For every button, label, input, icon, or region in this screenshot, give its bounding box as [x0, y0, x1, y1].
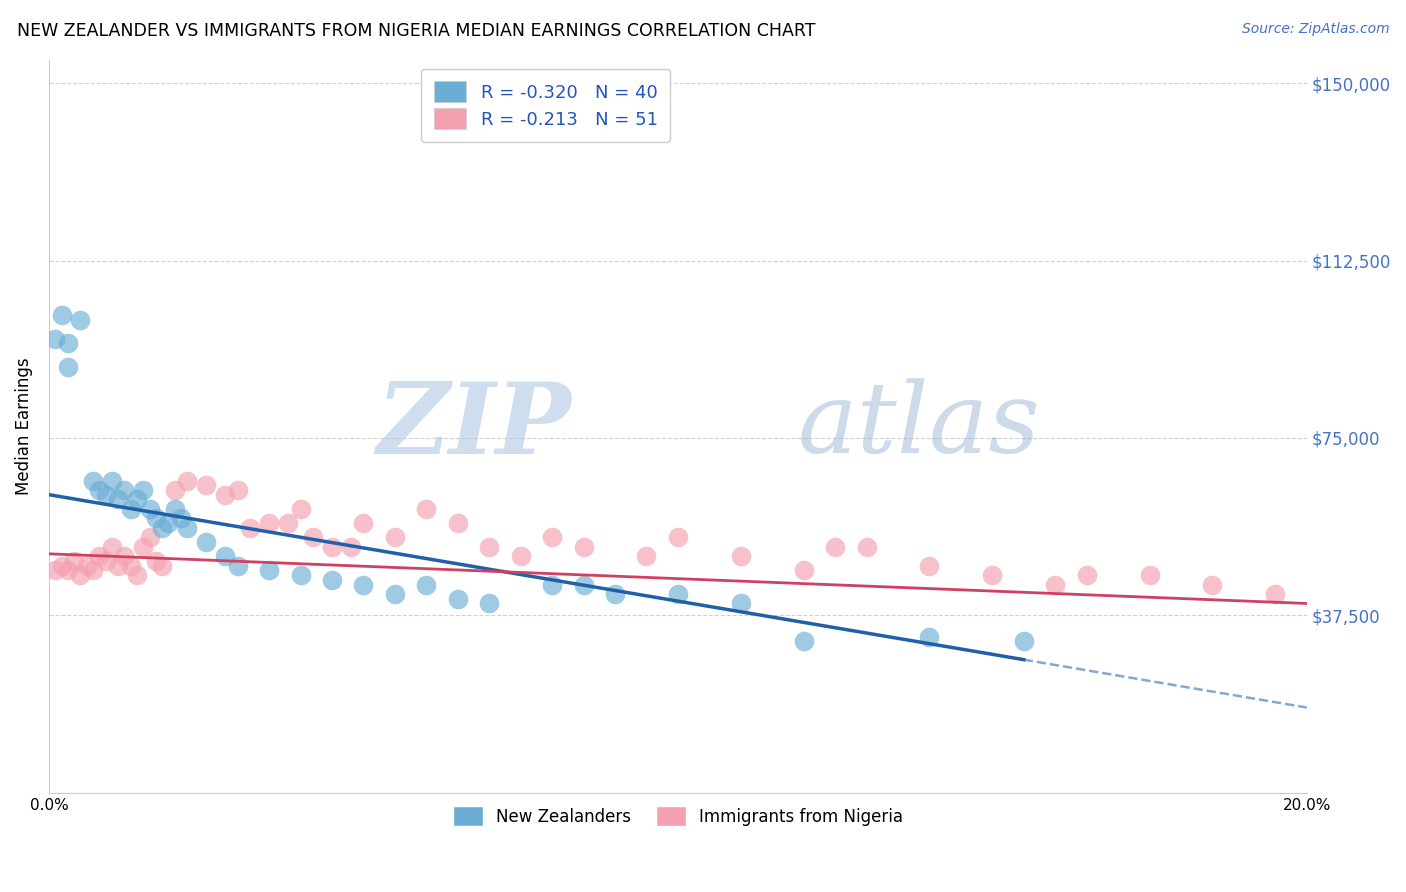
- Point: [51, 558, 73, 573]
- Point: [114, 483, 136, 497]
- Point: [290, 502, 312, 516]
- Point: [82, 563, 104, 577]
- Point: [352, 516, 374, 530]
- Point: [793, 563, 815, 577]
- Point: [855, 540, 877, 554]
- Point: [89, 483, 111, 497]
- Point: [89, 549, 111, 564]
- Point: [257, 516, 280, 530]
- Point: [226, 483, 249, 497]
- Point: [277, 516, 299, 530]
- Point: [541, 530, 564, 544]
- Point: [603, 587, 626, 601]
- Point: [125, 568, 148, 582]
- Point: [94, 488, 117, 502]
- Point: [195, 535, 218, 549]
- Point: [101, 474, 124, 488]
- Point: [76, 558, 98, 573]
- Point: [56, 359, 79, 374]
- Point: [176, 474, 198, 488]
- Point: [120, 558, 142, 573]
- Point: [101, 540, 124, 554]
- Point: [1012, 634, 1035, 648]
- Point: [478, 597, 501, 611]
- Point: [138, 530, 160, 544]
- Text: NEW ZEALANDER VS IMMIGRANTS FROM NIGERIA MEDIAN EARNINGS CORRELATION CHART: NEW ZEALANDER VS IMMIGRANTS FROM NIGERIA…: [17, 22, 815, 40]
- Point: [150, 521, 173, 535]
- Point: [793, 634, 815, 648]
- Point: [918, 558, 941, 573]
- Point: [981, 568, 1004, 582]
- Point: [352, 577, 374, 591]
- Point: [321, 573, 343, 587]
- Point: [157, 516, 180, 530]
- Point: [340, 540, 363, 554]
- Point: [824, 540, 846, 554]
- Point: [214, 488, 236, 502]
- Point: [1201, 577, 1223, 591]
- Y-axis label: Median Earnings: Median Earnings: [15, 358, 32, 495]
- Point: [114, 549, 136, 564]
- Point: [918, 630, 941, 644]
- Point: [290, 568, 312, 582]
- Point: [636, 549, 658, 564]
- Point: [478, 540, 501, 554]
- Point: [572, 577, 595, 591]
- Text: Source: ZipAtlas.com: Source: ZipAtlas.com: [1241, 22, 1389, 37]
- Point: [730, 597, 752, 611]
- Point: [1139, 568, 1161, 582]
- Point: [415, 577, 437, 591]
- Point: [125, 492, 148, 507]
- Point: [51, 308, 73, 322]
- Point: [509, 549, 531, 564]
- Point: [1045, 577, 1067, 591]
- Point: [44, 563, 66, 577]
- Point: [63, 554, 86, 568]
- Point: [132, 483, 155, 497]
- Point: [56, 563, 79, 577]
- Point: [163, 502, 186, 516]
- Point: [257, 563, 280, 577]
- Point: [666, 530, 689, 544]
- Point: [145, 511, 167, 525]
- Point: [447, 516, 470, 530]
- Point: [107, 492, 129, 507]
- Point: [94, 554, 117, 568]
- Point: [107, 558, 129, 573]
- Point: [56, 336, 79, 351]
- Text: atlas: atlas: [797, 378, 1040, 474]
- Point: [82, 474, 104, 488]
- Point: [138, 502, 160, 516]
- Point: [384, 530, 406, 544]
- Point: [214, 549, 236, 564]
- Point: [44, 332, 66, 346]
- Point: [447, 591, 470, 606]
- Point: [302, 530, 325, 544]
- Point: [176, 521, 198, 535]
- Point: [226, 558, 249, 573]
- Point: [730, 549, 752, 564]
- Text: ZIP: ZIP: [375, 378, 571, 475]
- Point: [572, 540, 595, 554]
- Point: [170, 511, 193, 525]
- Legend: New Zealanders, Immigrants from Nigeria: New Zealanders, Immigrants from Nigeria: [443, 797, 914, 836]
- Point: [69, 312, 91, 326]
- Point: [163, 483, 186, 497]
- Point: [666, 587, 689, 601]
- Point: [145, 554, 167, 568]
- Point: [1264, 587, 1286, 601]
- Point: [120, 502, 142, 516]
- Point: [384, 587, 406, 601]
- Point: [150, 558, 173, 573]
- Point: [415, 502, 437, 516]
- Point: [541, 577, 564, 591]
- Point: [195, 478, 218, 492]
- Point: [239, 521, 262, 535]
- Point: [321, 540, 343, 554]
- Point: [69, 568, 91, 582]
- Point: [132, 540, 155, 554]
- Point: [1076, 568, 1098, 582]
